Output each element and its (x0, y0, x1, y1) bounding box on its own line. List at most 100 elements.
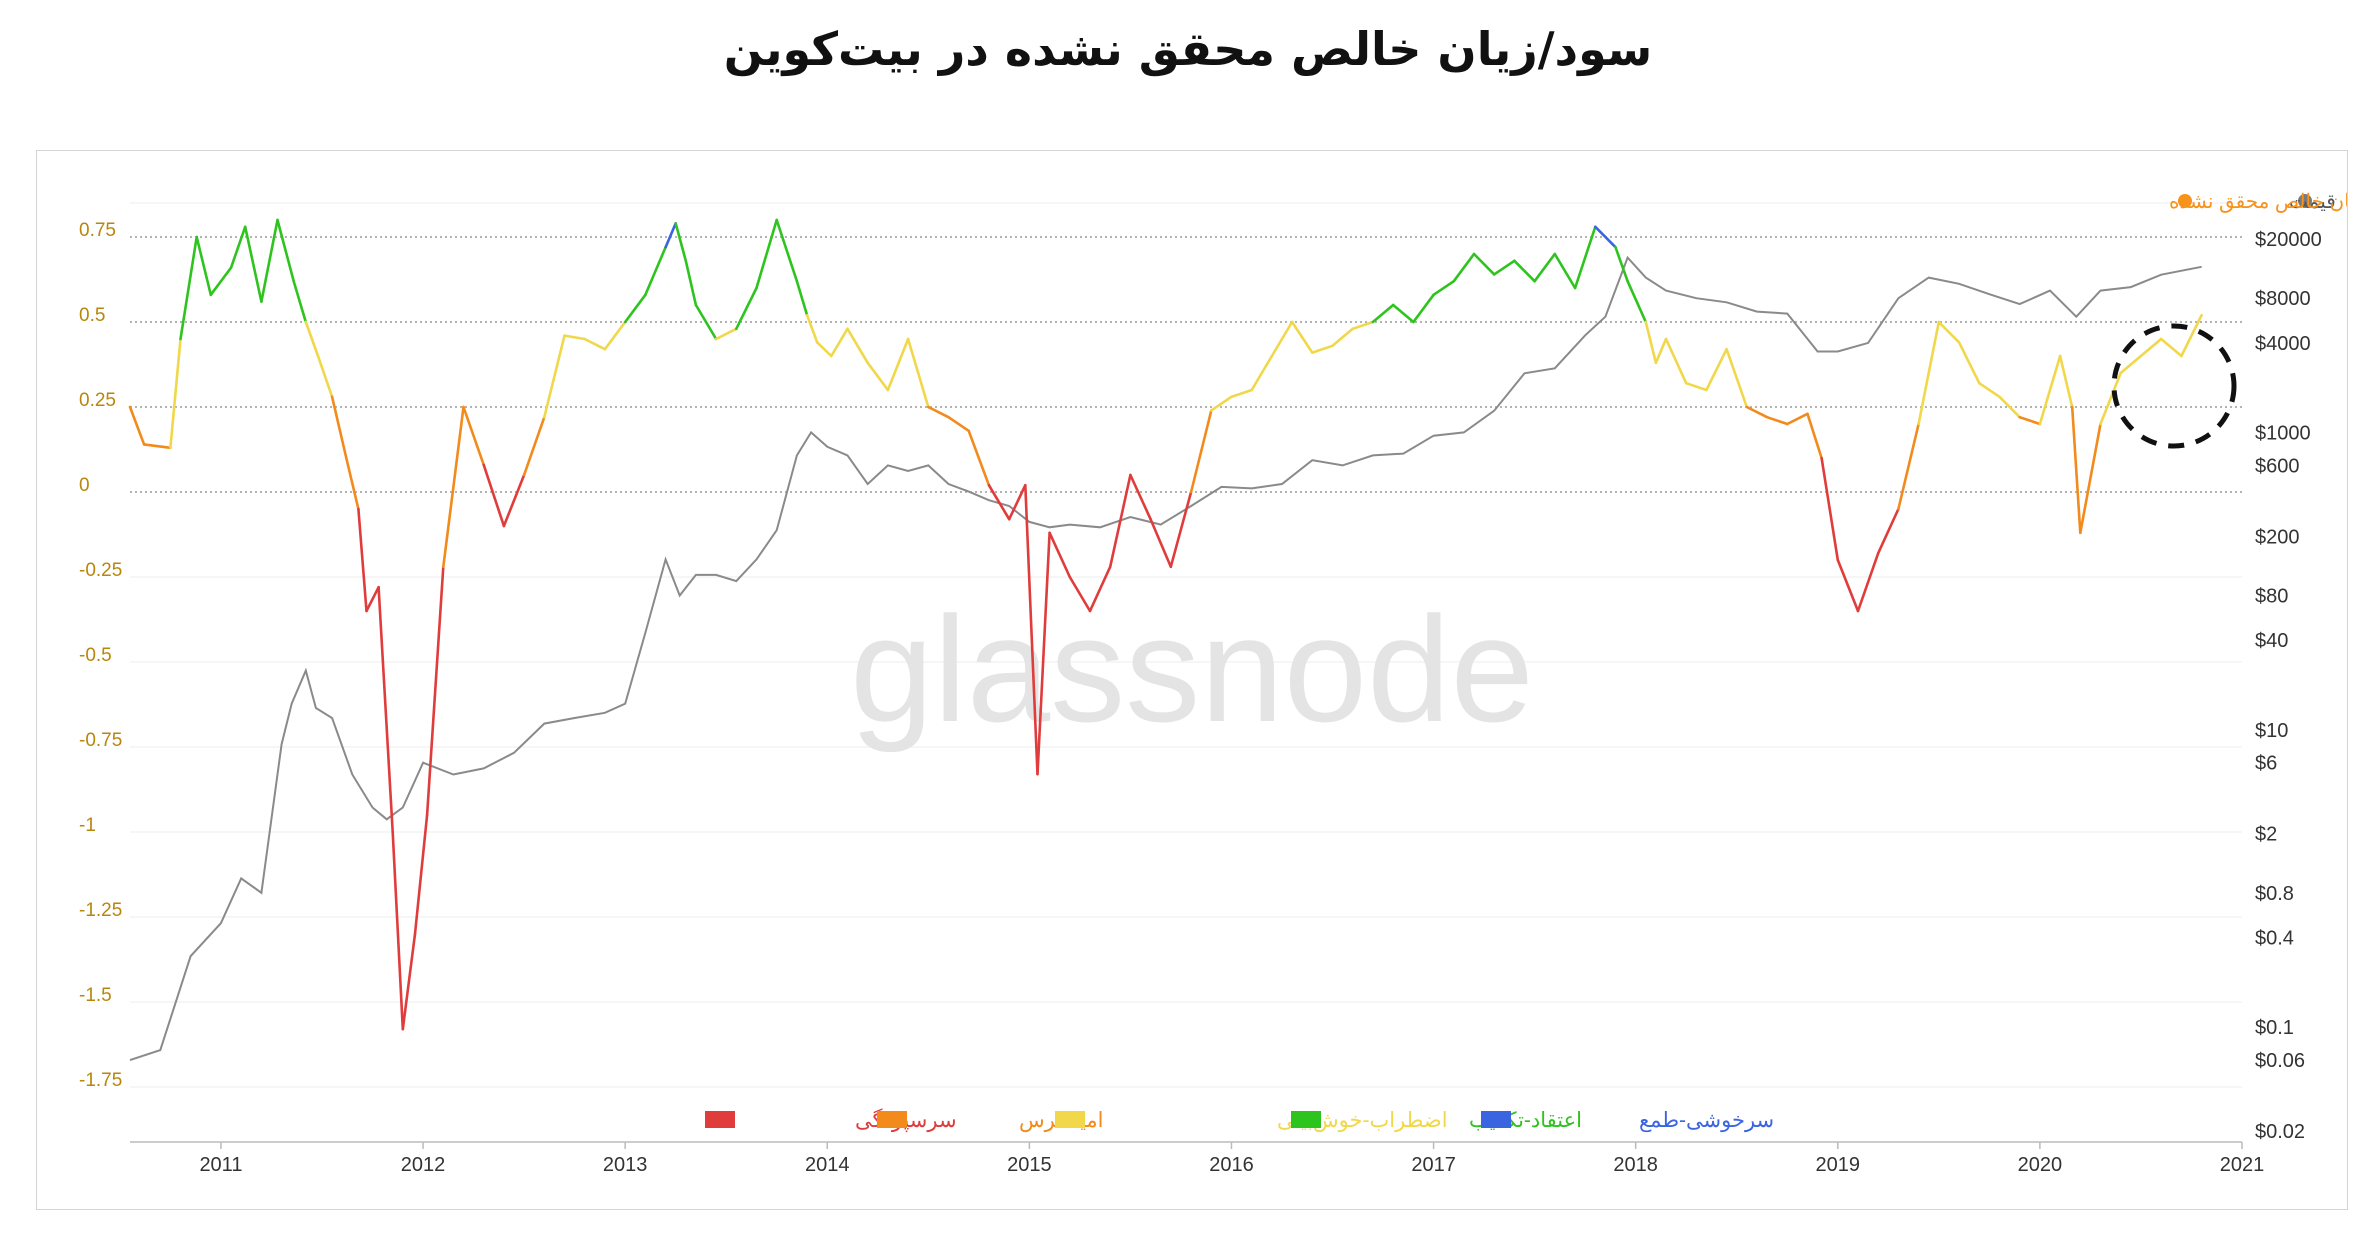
right-axis: $20000 $8000 $4000 $1000 $600 $200 $80 $40 $10 $6… (2255, 229, 2322, 1143)
nupl-segment (209, 266, 233, 297)
right-tick-label: $4000 (2255, 333, 2311, 355)
chart-svg: glassnode 0.75 0.5 0.25 0 -0.25 -0.5 -0.75 -1 -1… (79, 191, 2376, 1176)
right-tick-label: $10 (2255, 720, 2288, 742)
nupl-segment (1492, 259, 1516, 276)
right-tick-label: $0.02 (2255, 1121, 2305, 1143)
x-tick-label: 2020 (2018, 1154, 2063, 1176)
nupl-segment (330, 395, 348, 460)
nupl-segment (714, 327, 738, 341)
legend-bottom-swatch (1481, 1111, 1511, 1128)
nupl-segment (1614, 245, 1629, 283)
x-tick-label: 2018 (1613, 1154, 1658, 1176)
nupl-segment (1644, 320, 1658, 365)
nupl-segment (1684, 381, 1708, 392)
x-tick-label: 2017 (1411, 1154, 1456, 1176)
nupl-segment (1533, 252, 1557, 283)
nupl-segment (243, 225, 263, 303)
x-tick-label: 2014 (805, 1154, 850, 1176)
highlight-circle (2111, 323, 2237, 449)
price-line (129, 255, 2202, 1062)
nupl-segment (391, 830, 405, 1031)
nupl-segment (886, 337, 910, 392)
right-tick-label: $80 (2255, 585, 2288, 607)
legend-top-label: سود/زیان خالص محقق نشده (2169, 191, 2347, 213)
left-tick-label: -0.5 (79, 645, 112, 666)
nupl-segment (1573, 225, 1597, 290)
chart-frame: glassnode 0.75 0.5 0.25 0 -0.25 -0.5 -0.75 -1 -1… (36, 150, 2376, 1210)
nupl-segment (142, 443, 172, 450)
nupl-segment (1626, 279, 1648, 324)
left-axis: 0.75 0.5 0.25 0 -0.25 -0.5 -0.75 -1 -1.25 -1.5 -1.… (79, 220, 122, 1091)
right-tick-label: $600 (2255, 455, 2300, 477)
nupl-segment (128, 405, 146, 446)
nupl-segment (365, 585, 380, 613)
right-tick-label: $40 (2255, 630, 2288, 652)
nupl-segment (623, 293, 647, 324)
nupl-segment (1250, 354, 1274, 392)
legend-bottom-swatch (1291, 1111, 1321, 1128)
nupl-segment (1937, 320, 1961, 344)
legend-bottom-label: سرخوشی-طمع (1639, 1109, 1774, 1133)
nupl-segment (2058, 354, 2074, 409)
left-tick-label: 0.75 (79, 220, 116, 241)
nupl-segment (967, 429, 991, 487)
nupl-segment (1765, 415, 1789, 426)
nupl-segment (316, 354, 334, 399)
nupl-segment (1876, 507, 1900, 555)
nupl-segment (2180, 313, 2203, 358)
nupl-segment (906, 337, 930, 409)
nupl-segment (357, 507, 368, 613)
nupl-segment (1836, 558, 1860, 613)
nupl-segment (229, 225, 247, 269)
nupl-segment (1189, 409, 1213, 494)
nupl-segment (1088, 565, 1112, 613)
right-tick-label: $0.06 (2255, 1050, 2305, 1072)
nupl-series (128, 218, 2203, 1031)
nupl-segment (195, 235, 213, 297)
nupl-segment (846, 327, 870, 365)
nupl-segment (1897, 422, 1920, 511)
nupl-segment (502, 473, 526, 528)
nupl-segment (1856, 551, 1880, 613)
left-tick-label: -1.75 (79, 1070, 122, 1091)
x-axis: 2011 2012 2013 2014 2015 2016 2017 2018 2019 2020… (130, 1141, 2265, 1176)
nupl-segment (2070, 405, 2082, 535)
nupl-segment (926, 405, 950, 419)
nupl-segment (413, 813, 429, 936)
x-tick-label: 2021 (2220, 1154, 2265, 1176)
nupl-segment (1351, 320, 1375, 331)
nupl-segment (2038, 354, 2062, 426)
legend-bottom-swatch (877, 1111, 907, 1128)
nupl-segment (1513, 259, 1536, 283)
nupl-segment (1705, 347, 1728, 392)
nupl-segment (829, 327, 849, 358)
left-tick-label: -1 (79, 815, 96, 836)
nupl-segment (947, 415, 971, 433)
nupl-segment (1452, 252, 1476, 283)
right-tick-label: $6 (2255, 753, 2277, 775)
x-tick-label: 2013 (603, 1154, 648, 1176)
nupl-segment (179, 235, 198, 341)
nupl-segment (1725, 347, 1749, 409)
legend-top-dot (2298, 194, 2312, 208)
nupl-segment (377, 585, 395, 834)
nupl-segment (1654, 337, 1668, 365)
nupl-segment (805, 313, 819, 344)
nupl-segment (694, 303, 718, 341)
watermark-glassnode: glassnode (850, 585, 1534, 753)
legend-bottom-swatch (1055, 1111, 1085, 1128)
nupl-segment (815, 341, 833, 358)
nupl-segment (2079, 422, 2102, 535)
right-tick-label: $0.8 (2255, 883, 2294, 905)
right-tick-label: $8000 (2255, 288, 2311, 310)
nupl-segment (734, 286, 758, 331)
nupl-segment (987, 483, 1011, 521)
nupl-segment (1169, 490, 1193, 569)
nupl-segment (2119, 354, 2143, 375)
page-title: سود/زیان خالص محقق نشده در بیت‌کوین (723, 22, 1653, 76)
left-tick-label: 0 (79, 475, 90, 496)
nupl-segment (276, 218, 296, 283)
nupl-segment (684, 259, 698, 307)
nupl-segment (1472, 252, 1496, 276)
right-tick-label: $0.1 (2255, 1017, 2294, 1039)
